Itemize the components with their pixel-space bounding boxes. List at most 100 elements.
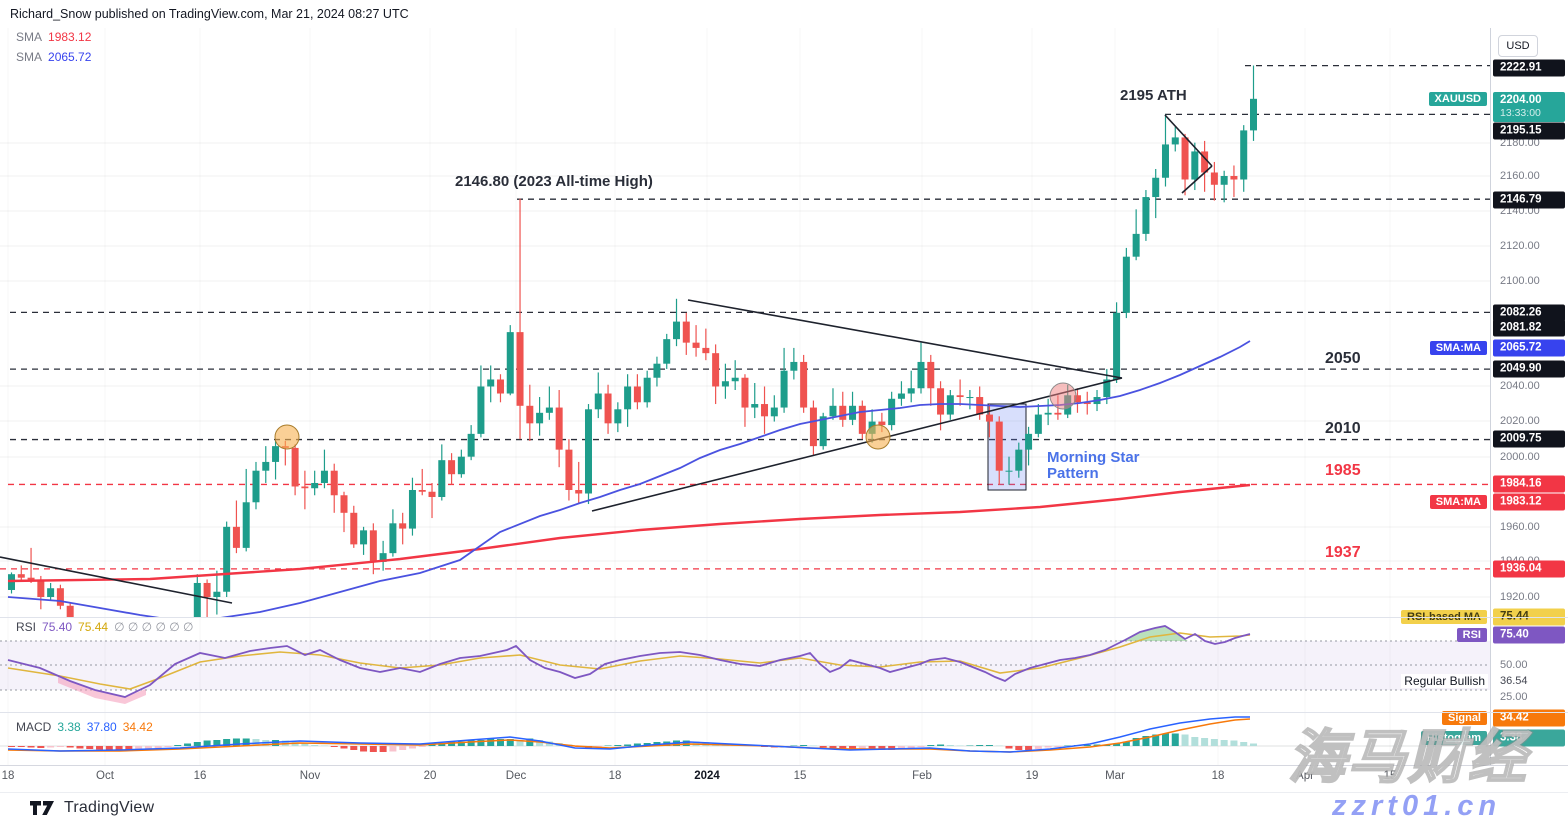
candle-body: [897, 393, 905, 399]
candle-body: [995, 421, 1003, 471]
trendline[interactable]: [1164, 114, 1213, 167]
macd-panel[interactable]: [0, 716, 1490, 753]
macd-hist-bar: [966, 745, 974, 746]
price-badge: 2222.91: [1493, 59, 1565, 77]
candle-body: [966, 397, 974, 399]
candle-body: [1220, 176, 1228, 185]
trendline[interactable]: [1181, 165, 1213, 194]
candle-body: [673, 321, 681, 340]
tradingview-brand[interactable]: TradingView: [30, 799, 154, 817]
macd-hist-bar: [17, 746, 25, 747]
candle-body: [692, 342, 700, 348]
candle-body: [858, 405, 866, 434]
macd-hist-bar: [682, 740, 690, 746]
morning-star-box[interactable]: [987, 403, 1027, 491]
sma-50-line[interactable]: [7, 340, 1251, 621]
macd-hist-bar: [350, 746, 358, 750]
candle-body: [408, 489, 416, 529]
circle-marker[interactable]: [274, 424, 300, 450]
time-label: 18: [1, 770, 15, 782]
macd-hist-bar: [1210, 739, 1218, 746]
candle-body: [389, 523, 397, 554]
macd-hist-bar: [1113, 743, 1121, 746]
macd-line[interactable]: [7, 716, 1250, 753]
side-chip-sma-ma: SMA:MA: [1429, 341, 1487, 355]
rsi-tick: 36.54: [1500, 675, 1528, 687]
macd-hist-bar: [1201, 738, 1209, 746]
time-label: 16: [193, 770, 207, 782]
candle-body: [155, 750, 162, 773]
candle-body: [809, 407, 817, 447]
candle-body: [937, 388, 945, 415]
time-label: Mar: [1105, 770, 1125, 782]
candle-body: [340, 495, 348, 513]
candle-body: [1054, 412, 1062, 415]
macd-hist-bar: [360, 746, 368, 752]
circle-marker[interactable]: [1049, 382, 1077, 410]
candle-body: [457, 456, 465, 475]
candle-body: [731, 377, 739, 382]
candle-body: [262, 461, 270, 471]
macd-hist-bar: [897, 746, 905, 749]
candle-body: [1210, 172, 1218, 185]
price-axis[interactable]: 2180.00 2160.00 2140.00 2120.00 2100.00 2040.…: [1490, 28, 1568, 765]
candle-body: [145, 771, 152, 773]
candle-body: [1034, 414, 1042, 434]
time-label: 2024: [694, 770, 720, 782]
price-legend-item: SMA: [16, 30, 43, 44]
candle-body: [800, 361, 808, 408]
macd-hist-bar: [448, 742, 456, 746]
candle-body: [1025, 433, 1033, 450]
macd-hist-bar: [369, 746, 377, 752]
rsi-line[interactable]: [7, 625, 1251, 698]
macd-hist-bar: [1132, 738, 1140, 746]
macd-hist-bar: [956, 745, 964, 746]
macd-hist-bar: [624, 744, 632, 746]
circle-marker[interactable]: [865, 424, 891, 450]
price-badge: 2146.79: [1493, 191, 1565, 209]
candle-body: [1152, 177, 1160, 198]
candle-body: [242, 502, 250, 548]
macd-hist-bar: [301, 743, 309, 746]
candle-body: [1191, 151, 1199, 180]
macd-signal-line[interactable]: [7, 718, 1251, 753]
rsi-panel[interactable]: [0, 625, 1490, 704]
macd-hist-bar: [320, 745, 328, 746]
candle-body: [643, 377, 651, 403]
price-badge: 2081.82: [1493, 319, 1565, 337]
rsi-legend-item: 75.44: [78, 620, 109, 634]
macd-hist-bar: [164, 746, 172, 747]
macd-hist-bar: [37, 746, 45, 748]
tradingview-logo-icon: [30, 801, 54, 815]
panel-separator[interactable]: [0, 617, 1568, 618]
macd-hist-bar: [536, 740, 544, 746]
time-label: 20: [423, 770, 437, 782]
macd-hist-bar: [1250, 743, 1257, 746]
candle-body: [829, 405, 837, 417]
price-legend-item: 2065.72: [48, 50, 92, 64]
candle-body: [17, 574, 25, 578]
chart-annotation: 2010: [1325, 420, 1361, 437]
candle-body: [624, 386, 632, 410]
macd-hist-bar: [56, 746, 64, 747]
macd-hist-bar: [135, 746, 143, 750]
candle-body: [575, 489, 583, 494]
candle-body: [1132, 233, 1140, 257]
candle-body: [369, 530, 377, 562]
candle-body: [663, 339, 671, 364]
macd-hist-bar: [487, 739, 495, 746]
currency-toggle-button[interactable]: USD: [1498, 35, 1538, 57]
sma-200-line[interactable]: [7, 483, 1251, 583]
brand-text: TradingView: [64, 799, 155, 816]
candle-body: [741, 377, 749, 408]
trendline[interactable]: [0, 556, 233, 604]
price-panel[interactable]: [0, 64, 1490, 789]
trendline[interactable]: [591, 377, 1123, 512]
trendline[interactable]: [687, 299, 1123, 379]
macd-hist-bar: [809, 745, 817, 746]
price-badge: 1936.04: [1493, 560, 1565, 578]
panel-separator[interactable]: [0, 712, 1568, 713]
macd-hist-bar: [174, 745, 182, 746]
candle-body: [888, 398, 896, 426]
